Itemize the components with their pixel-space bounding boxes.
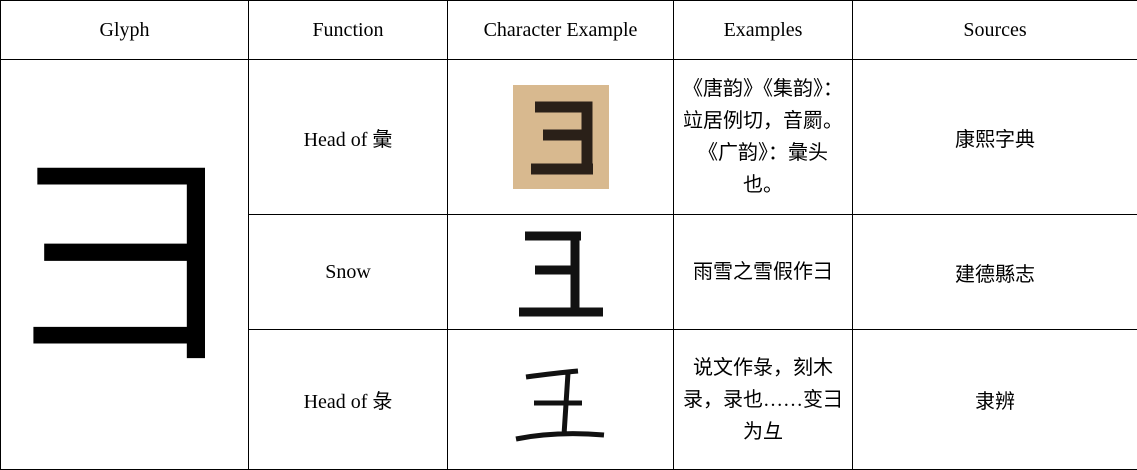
- function: Head of 彔: [249, 330, 448, 470]
- source: 建德縣志: [853, 215, 1137, 330]
- character-example: [448, 215, 674, 330]
- character-example: [448, 60, 674, 215]
- header-cell: Function: [249, 1, 448, 60]
- examples: 说文作彔，刻木录，录也……变彐为彑: [674, 330, 853, 470]
- function: Head of 彙: [249, 60, 448, 215]
- example-image: [513, 85, 609, 189]
- example-image: [511, 224, 611, 320]
- header-cell: Sources: [853, 1, 1137, 60]
- header-cell: Examples: [674, 1, 853, 60]
- row: 彐 Head of 彙 《唐韵》《集韵》：竝居例切，音罽。《广韵》：彙头也。 康…: [1, 60, 1137, 215]
- examples: 雨雪之雪假作彐: [674, 215, 853, 330]
- header-row: Glyph Function Character Example Example…: [1, 1, 1137, 60]
- examples: 《唐韵》《集韵》：竝居例切，音罽。《广韵》：彙头也。: [674, 60, 853, 215]
- character-example: [448, 330, 674, 470]
- source: 康熙字典: [853, 60, 1137, 215]
- source: 隶辨: [853, 330, 1137, 470]
- header-cell: Glyph: [1, 1, 249, 60]
- example-image: [506, 355, 616, 445]
- header-cell: Character Example: [448, 1, 674, 60]
- glyph: 彐: [1, 60, 249, 470]
- function: Snow: [249, 215, 448, 330]
